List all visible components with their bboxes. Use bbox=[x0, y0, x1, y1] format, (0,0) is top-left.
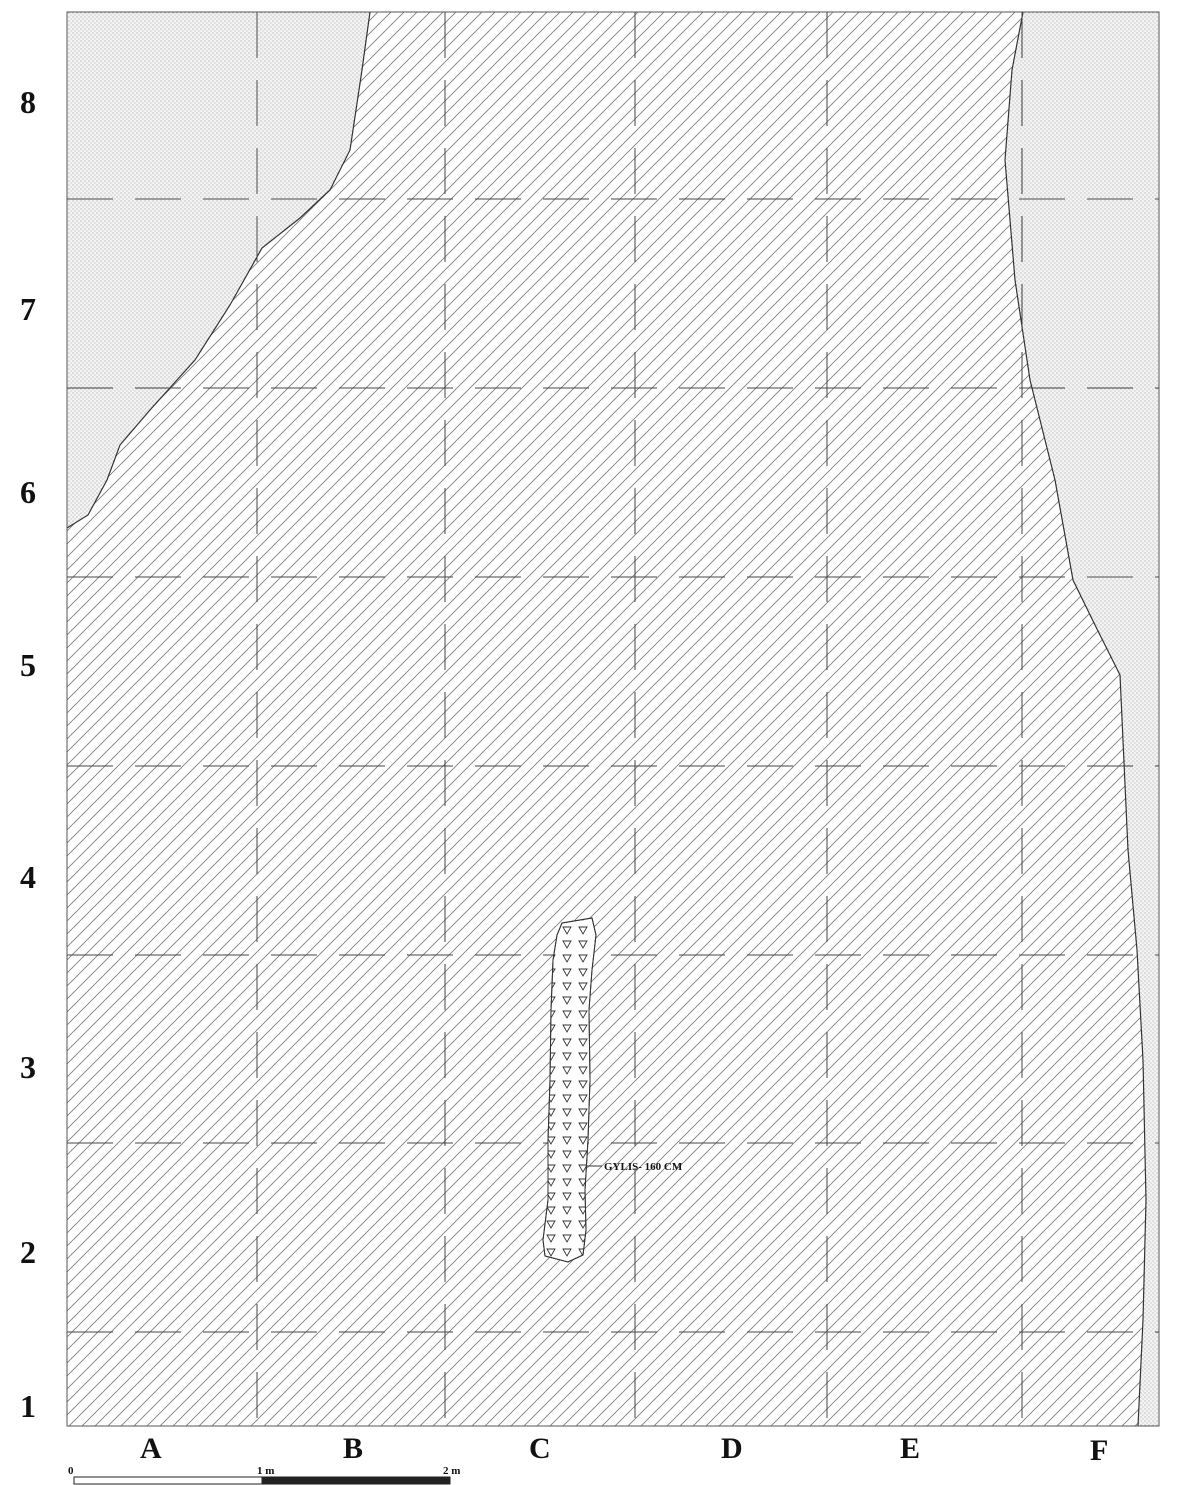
column-label-e: E bbox=[900, 1432, 920, 1465]
drawing-frame bbox=[66, 11, 1160, 1427]
scale-label-1m: 1 m bbox=[257, 1465, 274, 1477]
row-label-5: 5 bbox=[20, 647, 36, 683]
column-label-b: B bbox=[343, 1432, 363, 1465]
column-labels: A B C D E F bbox=[140, 1432, 1108, 1467]
scale-bar-black-segment bbox=[261, 1476, 451, 1485]
column-label-f: F bbox=[1090, 1434, 1108, 1467]
left-boundary-line bbox=[66, 11, 371, 529]
row-labels: 8 7 6 5 4 3 2 1 bbox=[20, 84, 36, 1424]
scale-bar-white-segment bbox=[73, 1476, 263, 1485]
row-label-8: 8 bbox=[20, 84, 36, 120]
row-label-2: 2 bbox=[20, 1234, 36, 1270]
row-label-3: 3 bbox=[20, 1049, 36, 1085]
scale-bar: 0 1 m 2 m bbox=[68, 1465, 460, 1485]
scale-label-2m: 2 m bbox=[443, 1465, 460, 1477]
grid-horizontal-lines bbox=[67, 198, 1159, 1333]
row-label-4: 4 bbox=[20, 859, 36, 895]
row-label-7: 7 bbox=[20, 291, 36, 327]
row-label-6: 6 bbox=[20, 474, 36, 510]
grid-vertical-lines bbox=[256, 12, 1023, 1426]
row-label-1: 1 bbox=[20, 1388, 36, 1424]
column-label-a: A bbox=[140, 1432, 162, 1465]
right-boundary-line bbox=[1004, 11, 1147, 1427]
column-label-d: D bbox=[721, 1432, 743, 1465]
column-label-c: C bbox=[529, 1432, 551, 1465]
hatched-fill-pattern bbox=[67, 12, 1146, 1426]
depth-annotation: GYLIS- 160 CM bbox=[604, 1161, 683, 1173]
pit-feature-fill bbox=[542, 917, 597, 1263]
scale-label-0: 0 bbox=[68, 1465, 74, 1477]
